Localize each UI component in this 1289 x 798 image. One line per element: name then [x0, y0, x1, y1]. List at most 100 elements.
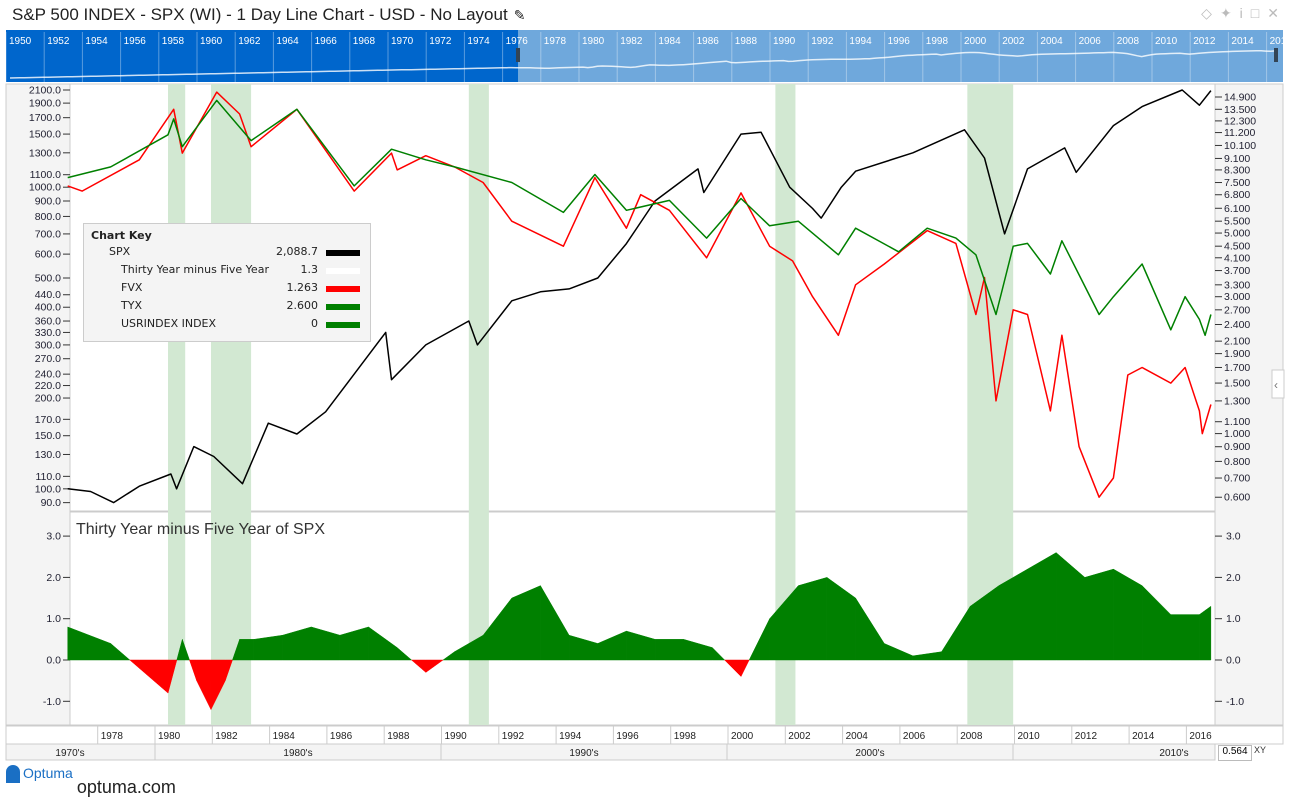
bottom-decade-axis: [5, 743, 1216, 761]
bottom-year-label: 1986: [330, 731, 353, 742]
info-icon[interactable]: i: [1239, 5, 1243, 21]
bottom-year-label: 1980: [158, 731, 181, 742]
navigator-year-label: 1960: [200, 36, 223, 47]
right-axis-label: 3.700: [1224, 265, 1250, 277]
bottom-year-label: 2000: [731, 731, 754, 742]
navigator-year-label: 1990: [773, 36, 796, 47]
navigator-year-label: 2002: [1002, 36, 1025, 47]
left-axis-label: 600.0: [35, 249, 61, 261]
key-series-name: SPX: [109, 245, 131, 258]
right-axis-label: 11.200: [1224, 127, 1255, 139]
key-series-swatch: [326, 322, 360, 328]
left-axis-label: 170.0: [35, 414, 61, 426]
right-axis-label: 9.100: [1224, 153, 1250, 165]
left-axis-label: 270.0: [35, 353, 61, 365]
right-axis-label: 1.900: [1224, 348, 1250, 360]
left-axis-label: 700.0: [35, 228, 61, 240]
right-axis-label: 1.300: [1224, 395, 1250, 407]
navigator-year-label: 2008: [1117, 36, 1140, 47]
key-series-swatch: [326, 286, 360, 292]
left-axis-label: 240.0: [35, 369, 61, 381]
left-axis-label: 2100.0: [29, 85, 61, 97]
navigator-year-label: 1982: [620, 36, 643, 47]
series-line-tyx: [67, 99, 1212, 337]
right-axis-label: 1.500: [1224, 378, 1250, 390]
left-axis-label: 90.0: [41, 497, 62, 509]
left-axis-label: 150.0: [35, 430, 61, 442]
chart-key-title: Chart Key: [91, 229, 152, 242]
bottom-year-label: 2014: [1132, 731, 1155, 742]
bottom-year-label: 1998: [674, 731, 697, 742]
window-title: S&P 500 INDEX - SPX (WI) - 1 Day Line Ch…: [12, 5, 525, 25]
chart-key-row[interactable]: FVX 1.263: [84, 281, 370, 297]
lower-right-label: -1.0: [1226, 696, 1244, 708]
bottom-decade-label: 1990's: [569, 748, 598, 759]
lower-right-label: 2.0: [1226, 572, 1241, 584]
chart-key-row[interactable]: USRINDEX INDEX 0: [84, 317, 370, 333]
spread-area-positive: [1084, 568, 1114, 661]
chart-key[interactable]: Chart Key SPX 2,088.7 Thirty Year minus Fi…: [83, 223, 371, 342]
left-axis-label: 1100.0: [30, 169, 61, 181]
key-series-swatch: [326, 250, 360, 256]
right-axis-label: 2.400: [1224, 319, 1250, 331]
spread-area-positive: [110, 642, 131, 661]
left-axis-label: 1500.0: [29, 129, 61, 141]
left-axis-label: 800.0: [35, 211, 61, 223]
chart-key-row[interactable]: TYX 2.600: [84, 299, 370, 315]
key-series-swatch: [326, 304, 360, 310]
lower-panel-title: Thirty Year minus Five Year of SPX: [76, 521, 325, 538]
title-text: S&P 500 INDEX - SPX (WI) - 1 Day Line Ch…: [12, 5, 508, 24]
series-line-fvx: [67, 91, 1212, 498]
navigator-year-label: 1976: [506, 36, 529, 47]
right-axis-label: 14.900: [1224, 92, 1256, 104]
navigator-year-label: 2004: [1040, 36, 1063, 47]
right-axis-label: 8.300: [1224, 164, 1250, 176]
navigator-year-label: 1974: [467, 36, 490, 47]
close-icon[interactable]: ✕: [1267, 5, 1279, 21]
spread-area-negative: [167, 659, 178, 694]
right-axis-label: 1.000: [1224, 428, 1250, 440]
lower-left-label: 0.0: [46, 655, 61, 667]
maximize-icon[interactable]: □: [1250, 5, 1260, 21]
lower-left-label: 2.0: [46, 572, 61, 584]
logo-brand: Optuma: [23, 765, 73, 781]
left-axis-label: 200.0: [35, 393, 61, 405]
navigator-year-label: 2010: [1155, 36, 1178, 47]
navigator-price-line: [9, 50, 1276, 79]
chart-key-row[interactable]: Thirty Year minus Five Year 1.3: [84, 263, 370, 279]
lower-left-label: -1.0: [43, 696, 61, 708]
left-axis-label: 330.0: [35, 327, 61, 339]
right-axis-label: 1.700: [1224, 362, 1250, 374]
left-axis-label: 900.0: [35, 195, 61, 207]
lower-right-label: 3.0: [1226, 531, 1241, 543]
diamond-icon[interactable]: ◇: [1201, 5, 1212, 21]
right-axis-label: 12.300: [1224, 115, 1256, 127]
navigator-year-label: 1970: [391, 36, 414, 47]
zoom-value[interactable]: 0.564: [1218, 745, 1252, 761]
navigator-year-label: 2006: [1079, 36, 1102, 47]
key-series-value: 2.600: [286, 299, 319, 312]
lower-left-label: 1.0: [46, 613, 61, 625]
left-axis-label: 440.0: [35, 289, 61, 301]
pencil-icon[interactable]: ✎: [513, 7, 526, 23]
bottom-year-label: 2008: [960, 731, 983, 742]
spread-area-positive: [1170, 614, 1200, 661]
bottom-year-label: 1978: [101, 731, 124, 742]
spread-area-negative: [425, 659, 444, 673]
navigator-year-label: 1950: [9, 36, 32, 47]
collapse-panel-button[interactable]: [1271, 369, 1285, 399]
bottom-year-label: 1992: [502, 731, 525, 742]
spread-area-positive: [239, 639, 255, 661]
spread-area-positive: [798, 577, 828, 661]
spread-area-negative: [740, 659, 750, 677]
xy-button[interactable]: XY: [1254, 745, 1267, 755]
bottom-decade-label: 1970's: [55, 748, 84, 759]
pin-icon[interactable]: ✦: [1219, 5, 1232, 21]
right-axis-label: 5.000: [1224, 228, 1250, 240]
right-axis-label: 1.100: [1224, 416, 1250, 428]
chart-key-row[interactable]: SPX 2,088.7: [84, 245, 370, 261]
navigator-year-label: 1978: [544, 36, 567, 47]
bottom-year-label: 1982: [215, 731, 238, 742]
navigator-year-label: 1954: [85, 36, 108, 47]
